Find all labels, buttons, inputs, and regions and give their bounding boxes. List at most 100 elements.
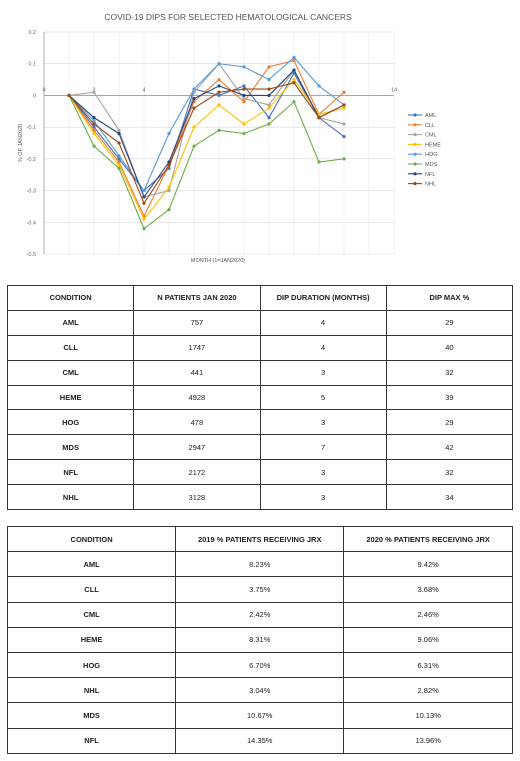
data-point-aml	[267, 116, 271, 120]
x-axis-label: MONTH (1=JAN2020)	[191, 258, 245, 264]
cell-condition: NFL	[6, 459, 135, 486]
legend-swatch-marker	[413, 142, 417, 146]
cell-2019-jrx: 3.75%	[175, 576, 345, 603]
data-point-hog	[242, 65, 246, 69]
data-point-hog	[192, 87, 196, 91]
cell-condition: AML	[6, 551, 177, 578]
cell-condition: HOG	[6, 409, 135, 436]
table-row: CML 441 3 32	[6, 359, 514, 386]
data-point-cll	[342, 90, 346, 94]
data-point-nfl	[117, 131, 121, 136]
table-row: CML 2.42% 2.46%	[6, 601, 513, 628]
cell-dip-max: 42	[385, 434, 514, 461]
data-point-cll	[217, 77, 221, 82]
tick-labels: 0.2 0.1 0 -0.1 -0.2 -0.3 -0.4 -0.5 0 2 4 14	[27, 30, 398, 258]
data-point-heme	[117, 163, 121, 167]
data-point-hog	[317, 84, 321, 88]
cell-2019-jrx: 14.35%	[175, 727, 345, 754]
data-point-heme	[342, 106, 346, 110]
cell-n-patients: 757	[133, 309, 261, 336]
series-line-cml	[68, 62, 345, 198]
x-tick-label: 0	[42, 87, 45, 93]
data-point-cll	[292, 58, 296, 63]
table-row: HOG 478 3 29	[6, 409, 514, 436]
table-row: NHL 3128 3 34	[6, 484, 514, 511]
y-tick-label: 0.2	[28, 30, 36, 36]
data-point-nhl	[267, 87, 271, 91]
y-tick-label: -0.4	[27, 220, 36, 226]
data-point-nhl	[92, 122, 96, 126]
cell-2020-jrx: 9.06%	[343, 626, 513, 653]
series-lines	[67, 55, 346, 231]
data-point-cml	[167, 188, 171, 193]
cell-condition: MDS	[6, 702, 177, 729]
data-point-nfl	[242, 93, 246, 98]
series-line-cll	[68, 59, 345, 218]
data-point-nhl	[317, 116, 321, 120]
series-line-nfl	[68, 69, 345, 199]
cell-2020-jrx: 9.42%	[343, 551, 513, 578]
data-point-aml	[342, 135, 346, 139]
data-point-heme	[92, 131, 96, 136]
cell-condition: NHL	[6, 484, 135, 511]
legend-label-nfl: NFL	[425, 172, 435, 178]
cell-dip-max: 29	[385, 409, 514, 436]
table-row: NFL 14.35% 13.96%	[6, 727, 513, 754]
header-condition: CONDITION	[6, 525, 177, 553]
table-row: HEME 4928 5 39	[6, 384, 514, 411]
data-point-hog	[117, 154, 121, 158]
cell-2020-jrx: 10.13%	[343, 702, 513, 729]
cell-n-patients: 1747	[133, 334, 261, 361]
cell-condition: NFL	[6, 727, 177, 754]
cell-2020-jrx: 13.96%	[343, 727, 513, 754]
data-point-nhl	[242, 87, 246, 91]
header-2020-jrx: 2020 % PATIENTS RECEIVING JRX	[343, 525, 513, 553]
data-point-nfl	[292, 68, 296, 72]
legend-swatch-marker	[413, 162, 417, 166]
table-row: HOG 6.70% 6.31%	[6, 651, 513, 679]
cell-dip-duration: 3	[259, 409, 387, 436]
legend-swatch-marker	[413, 123, 417, 127]
cell-condition: HEME	[6, 626, 177, 653]
data-point-hog	[267, 77, 271, 82]
legend-label-nhl: NHL	[425, 182, 436, 188]
legend-swatch-marker	[413, 152, 417, 156]
table-row: AML 757 4 29	[6, 309, 514, 336]
cell-dip-duration: 3	[259, 459, 387, 486]
chart-title: COVID-19 DIPS FOR SELECTED HEMATOLOGICAL…	[104, 12, 352, 22]
data-point-nhl	[142, 201, 146, 205]
data-point-hog	[142, 188, 146, 193]
series-line-hog	[68, 56, 345, 192]
header-2019-jrx: 2019 % PATIENTS RECEIVING JRX	[175, 525, 345, 553]
table-row: MDS 10.67% 10.13%	[6, 702, 513, 729]
cell-2019-jrx: 10.67%	[175, 702, 345, 729]
cell-dip-duration: 4	[259, 334, 387, 361]
y-tick-label: -0.2	[27, 157, 36, 163]
legend-swatch-marker	[413, 182, 417, 186]
data-point-mds	[92, 144, 96, 148]
data-point-heme	[167, 185, 171, 189]
y-tick-label: 0.1	[28, 62, 36, 68]
data-point-nhl	[67, 93, 71, 98]
data-point-nfl	[142, 195, 146, 199]
cell-condition: AML	[6, 309, 135, 336]
y-axis-label: % OF JAN2020	[18, 124, 24, 162]
cell-dip-duration: 4	[259, 309, 387, 336]
cell-n-patients: 478	[133, 409, 261, 436]
cell-dip-duration: 3	[259, 484, 387, 511]
legend-label-heme: HEME	[425, 142, 441, 148]
data-point-nfl	[92, 116, 96, 120]
table-row: NFL 2172 3 32	[6, 459, 514, 486]
data-point-hog	[92, 119, 96, 123]
header-n-patients: N PATIENTS JAN 2020	[133, 285, 261, 311]
y-tick-label: -0.1	[27, 125, 36, 131]
header-condition: CONDITION	[6, 285, 135, 311]
data-point-cml	[342, 122, 346, 126]
y-tick-label: -0.5	[27, 252, 36, 258]
cell-dip-max: 34	[385, 484, 514, 511]
x-tick-label: 14	[391, 87, 397, 93]
cell-condition: CLL	[6, 576, 177, 603]
legend-label-cml: CML	[425, 133, 437, 139]
cell-n-patients: 2172	[133, 459, 261, 486]
cell-2020-jrx: 2.46%	[343, 601, 513, 628]
